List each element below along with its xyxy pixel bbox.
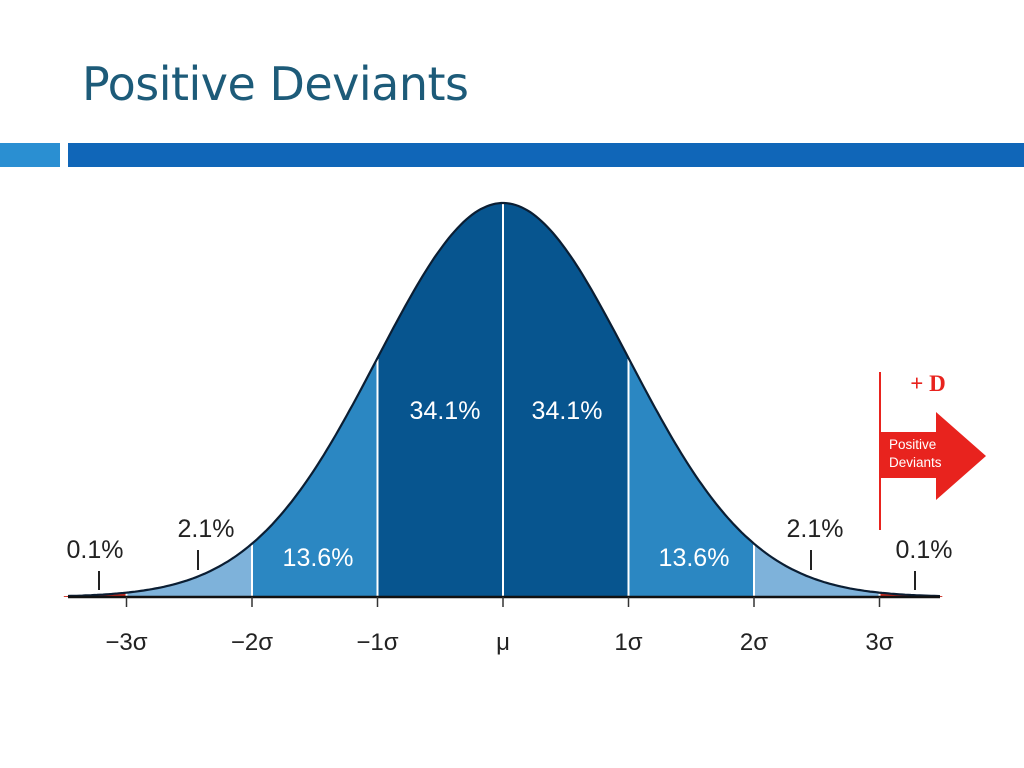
x-tick-label: −2σ	[231, 629, 273, 656]
band-percent-label: 2.1%	[787, 515, 844, 543]
callout-label: Deviants	[889, 455, 942, 470]
band-percent-label: 0.1%	[67, 536, 124, 564]
band-6	[754, 543, 880, 597]
slide-title: Positive Deviants	[82, 57, 469, 111]
accent-bar-left	[0, 143, 60, 167]
x-tick-label: 1σ	[614, 629, 642, 656]
band-percent-label: 34.1%	[532, 397, 603, 425]
x-tick-label: μ	[496, 629, 510, 656]
callout-label: Positive	[889, 437, 936, 452]
x-tick-label: −3σ	[105, 629, 147, 656]
band-percent-label: 0.1%	[896, 536, 953, 564]
x-tick-label: −1σ	[356, 629, 398, 656]
callout-arrow-icon	[879, 412, 986, 500]
band-percent-label: 13.6%	[659, 544, 730, 572]
x-tick-label: 2σ	[740, 629, 768, 656]
accent-bar-right	[68, 143, 1024, 167]
x-tick-label: 3σ	[865, 629, 893, 656]
distribution-curve	[67, 201, 941, 598]
band-percent-label: 13.6%	[283, 544, 354, 572]
band-percent-label: 34.1%	[410, 397, 481, 425]
band-percent-label: 2.1%	[178, 515, 235, 543]
callout-symbol: + D	[910, 371, 945, 396]
band-1	[126, 543, 252, 597]
